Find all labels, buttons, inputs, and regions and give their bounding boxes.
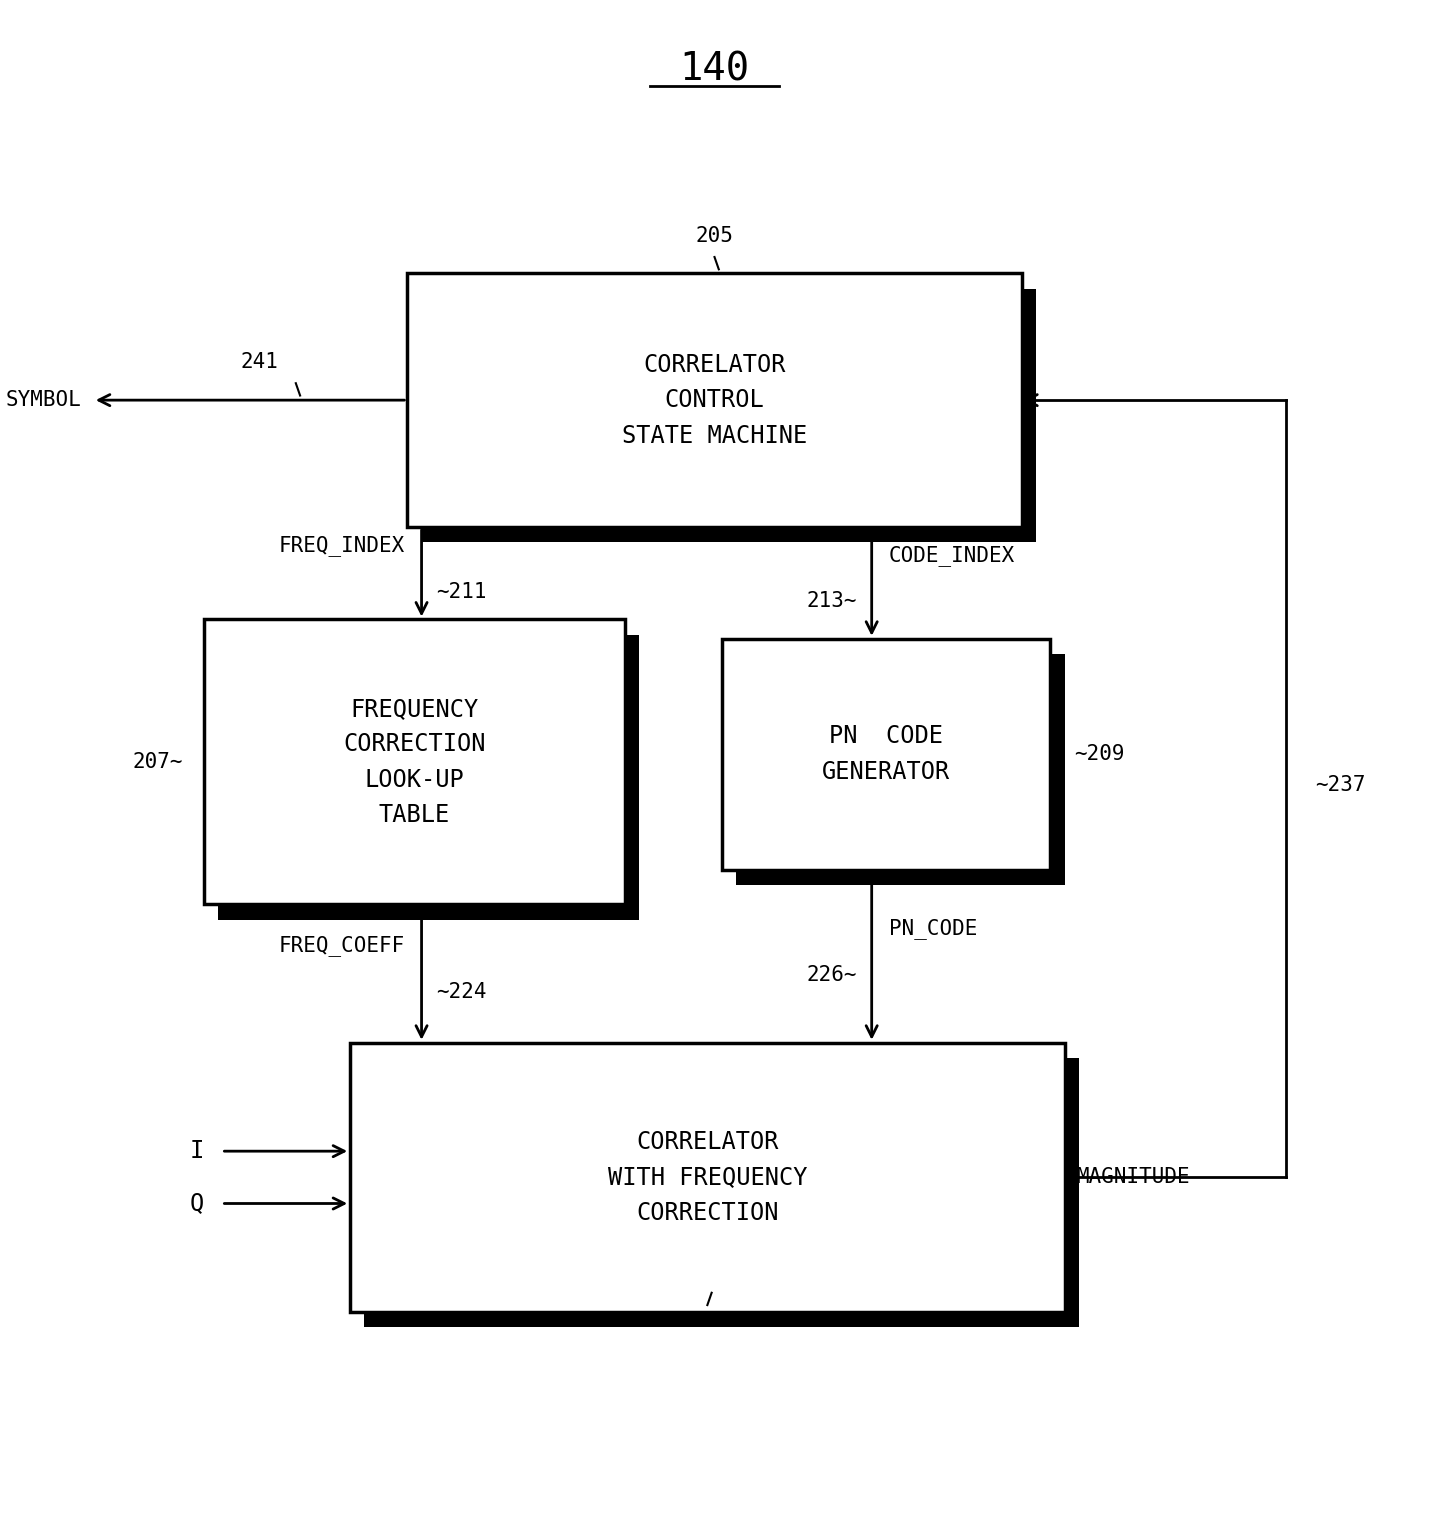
Text: FREQ_COEFF: FREQ_COEFF — [279, 936, 404, 956]
Bar — [722, 639, 1050, 870]
Text: CORRELATOR
WITH FREQUENCY
CORRECTION: CORRELATOR WITH FREQUENCY CORRECTION — [607, 1130, 807, 1225]
Text: MAGNITUDE: MAGNITUDE — [1076, 1168, 1190, 1187]
Bar — [422, 289, 1036, 543]
Text: 226∼: 226∼ — [807, 965, 857, 985]
Text: CODE_INDEX: CODE_INDEX — [889, 545, 1015, 566]
Text: PN  CODE
GENERATOR: PN CODE GENERATOR — [822, 725, 950, 783]
Bar — [407, 274, 1022, 528]
Text: ∼237: ∼237 — [1315, 776, 1365, 794]
Text: Q: Q — [190, 1191, 204, 1216]
Text: ∼224: ∼224 — [436, 982, 486, 1002]
Text: I: I — [190, 1139, 204, 1163]
Bar — [736, 654, 1065, 885]
Text: 207∼: 207∼ — [133, 753, 183, 771]
Text: FREQ_INDEX: FREQ_INDEX — [279, 536, 404, 556]
Text: ∼209: ∼209 — [1075, 745, 1125, 763]
Text: 140: 140 — [679, 51, 750, 88]
Text: FREQUENCY
CORRECTION
LOOK-UP
TABLE: FREQUENCY CORRECTION LOOK-UP TABLE — [343, 697, 486, 826]
Bar — [350, 1043, 1065, 1311]
Bar — [203, 620, 624, 905]
Bar — [364, 1059, 1079, 1327]
Text: SYMBOL: SYMBOL — [6, 391, 81, 409]
Text: 241: 241 — [240, 352, 279, 372]
Bar — [217, 636, 640, 920]
Text: PN_CODE: PN_CODE — [889, 917, 977, 939]
Text: 205: 205 — [696, 226, 733, 246]
Text: 213∼: 213∼ — [807, 591, 857, 611]
Text: 201: 201 — [689, 1311, 726, 1331]
Text: ∼211: ∼211 — [436, 582, 486, 602]
Text: CORRELATOR
CONTROL
STATE MACHINE: CORRELATOR CONTROL STATE MACHINE — [622, 352, 807, 448]
